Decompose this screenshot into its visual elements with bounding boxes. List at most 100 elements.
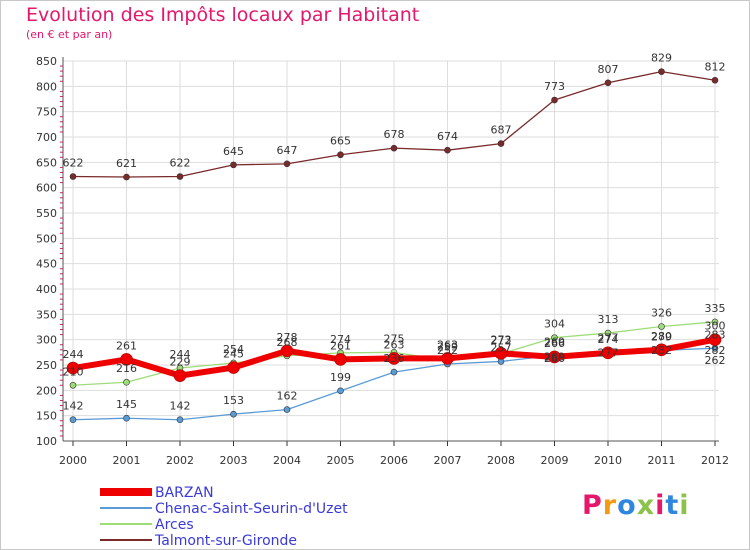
point-chenac-saint-seurin-d-uzet xyxy=(69,416,77,424)
data-label-barzan: 263 xyxy=(437,338,458,351)
data-label-barzan: 280 xyxy=(651,330,672,343)
data-label-extra: 282 xyxy=(651,344,672,357)
data-label-barzan: 244 xyxy=(63,348,84,361)
data-label-talmont-sur-gironde: 622 xyxy=(170,157,191,170)
data-label-chenac-saint-seurin-d-uzet: 269 xyxy=(544,335,565,348)
data-label-barzan: 261 xyxy=(116,339,137,352)
point-chenac-saint-seurin-d-uzet xyxy=(123,414,130,422)
data-label-arces: 259 xyxy=(437,340,458,353)
data-label-talmont-sur-gironde: 674 xyxy=(437,130,458,143)
data-label-talmont-sur-gironde: 773 xyxy=(544,80,565,93)
y-tick-label: 800 xyxy=(36,80,57,93)
point-arces xyxy=(604,329,612,337)
x-tick-label: 2002 xyxy=(166,454,194,467)
data-label-chenac-saint-seurin-d-uzet: 257 xyxy=(491,341,512,354)
logo-letter: x xyxy=(636,490,656,521)
data-label-talmont-sur-gironde: 665 xyxy=(330,135,351,148)
data-label-barzan: 263 xyxy=(384,338,405,351)
data-label-barzan: 300 xyxy=(705,320,726,333)
data-label-arces: 210 xyxy=(63,365,84,378)
y-tick-label: 550 xyxy=(36,207,57,220)
x-tick-label: 2009 xyxy=(541,454,569,467)
point-talmont-sur-gironde xyxy=(444,146,451,154)
point-barzan xyxy=(120,353,133,366)
data-label-talmont-sur-gironde: 829 xyxy=(651,52,672,65)
y-tick-label: 250 xyxy=(36,359,57,372)
y-tick-label: 400 xyxy=(36,283,57,296)
y-tick-label: 450 xyxy=(36,258,57,271)
x-tick-label: 2008 xyxy=(487,454,515,467)
data-label-chenac-saint-seurin-d-uzet: 283 xyxy=(705,328,726,341)
legend-label-arces: Arces xyxy=(155,517,194,533)
point-barzan xyxy=(334,353,347,366)
point-arces xyxy=(711,318,719,326)
data-label-arces: 335 xyxy=(705,302,726,315)
data-label-arces: 326 xyxy=(651,306,672,319)
data-label-arces: 268 xyxy=(277,336,298,349)
point-talmont-sur-gironde xyxy=(551,96,558,104)
y-tick-label: 700 xyxy=(36,131,57,144)
legend-label-barzan: BARZAN xyxy=(155,485,214,501)
y-tick-label: 100 xyxy=(36,435,57,448)
logo-letter: t xyxy=(665,490,680,521)
data-label-chenac-saint-seurin-d-uzet: 162 xyxy=(277,390,298,403)
logo-letter: i xyxy=(655,490,666,521)
point-barzan xyxy=(66,361,80,375)
data-label-arces: 244 xyxy=(170,348,191,361)
data-labels: 622 621 622 645 647 665 678 674 687 773 807 829 812 1… xyxy=(63,52,726,413)
data-label-barzan: 273 xyxy=(491,333,512,346)
point-talmont-sur-gironde xyxy=(497,140,505,147)
data-label-barzan: 278 xyxy=(277,331,298,344)
y-tick-label: 750 xyxy=(36,106,57,119)
legend-label-chenac-saint-seurin-d-uzet: Chenac-Saint-Seurin-d'Uzet xyxy=(155,501,348,517)
point-talmont-sur-gironde xyxy=(230,161,237,169)
data-label-arces: 216 xyxy=(116,362,137,375)
logo-letter: i xyxy=(679,490,690,521)
y-tick-label: 650 xyxy=(36,156,57,169)
x-tick-label: 2005 xyxy=(327,454,355,467)
x-tick-label: 2011 xyxy=(648,454,676,467)
point-barzan xyxy=(441,352,454,365)
x-tick-label: 2012 xyxy=(701,454,729,467)
data-label-talmont-sur-gironde: 812 xyxy=(705,60,726,73)
data-label-chenac-saint-seurin-d-uzet: 236 xyxy=(384,352,405,365)
data-label-arces: 313 xyxy=(598,313,619,326)
point-chenac-saint-seurin-d-uzet xyxy=(230,410,237,418)
grid xyxy=(63,60,719,442)
data-label-chenac-saint-seurin-d-uzet: 153 xyxy=(223,394,244,407)
data-label-chenac-saint-seurin-d-uzet: 199 xyxy=(330,371,351,384)
data-label-talmont-sur-gironde: 645 xyxy=(223,145,244,158)
data-label-barzan: 274 xyxy=(598,333,619,346)
data-label-arces: 272 xyxy=(491,334,512,347)
point-arces xyxy=(551,334,558,341)
point-arces xyxy=(69,381,77,389)
data-label-extra: 269 xyxy=(544,350,565,363)
point-barzan xyxy=(227,361,240,374)
point-talmont-sur-gironde xyxy=(711,76,719,84)
x-tick-label: 2006 xyxy=(380,454,408,467)
data-label-talmont-sur-gironde: 807 xyxy=(598,63,619,76)
series-lines xyxy=(66,68,722,424)
logo-letter: o xyxy=(617,490,637,521)
point-talmont-sur-gironde xyxy=(176,173,184,180)
data-label-extra: 266 xyxy=(544,352,565,365)
y-tick-label: 150 xyxy=(36,410,57,423)
point-chenac-saint-seurin-d-uzet xyxy=(337,387,344,395)
data-label-chenac-saint-seurin-d-uzet: 142 xyxy=(170,400,191,413)
x-tick-label: 2007 xyxy=(434,454,462,467)
point-talmont-sur-gironde xyxy=(337,151,344,159)
y-tick-label: 850 xyxy=(36,55,57,68)
data-label-arces: 274 xyxy=(330,333,351,346)
data-label-chenac-saint-seurin-d-uzet: 252 xyxy=(437,344,458,357)
point-arces xyxy=(123,378,130,386)
data-label-extra: 282 xyxy=(705,344,726,357)
data-label-chenac-saint-seurin-d-uzet: 277 xyxy=(598,331,619,344)
x-tick-label: 2001 xyxy=(113,454,141,467)
axes: 100 150 200 250 300 350 400 450 500 550 600 650 700 7… xyxy=(36,55,729,467)
point-chenac-saint-seurin-d-uzet xyxy=(283,406,291,413)
data-label-talmont-sur-gironde: 622 xyxy=(63,157,84,170)
y-tick-label: 350 xyxy=(36,308,57,321)
point-talmont-sur-gironde xyxy=(658,68,665,75)
data-label-chenac-saint-seurin-d-uzet: 279 xyxy=(651,330,672,343)
